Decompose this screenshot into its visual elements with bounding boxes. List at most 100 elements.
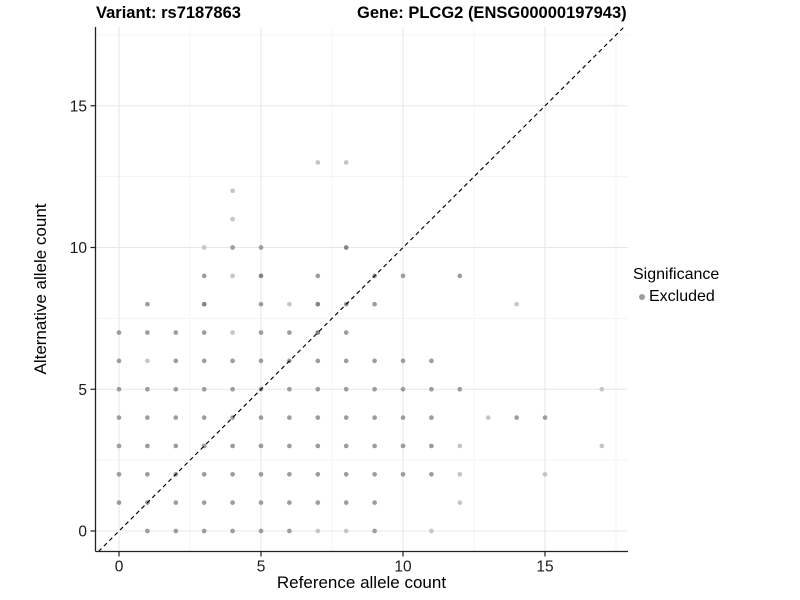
data-point <box>258 358 264 364</box>
data-point <box>315 273 321 279</box>
data-point <box>429 528 434 534</box>
data-point <box>400 471 406 477</box>
data-point <box>258 245 264 250</box>
data-point <box>315 415 321 420</box>
data-point <box>145 415 150 420</box>
data-point <box>287 330 292 335</box>
data-point <box>230 500 235 505</box>
data-point <box>173 443 179 449</box>
data-point <box>230 330 235 335</box>
y-tick-label: 0 <box>78 524 87 541</box>
gene-title: Gene: PLCG2 (ENSG00000197943) <box>357 4 627 22</box>
identity-line <box>98 26 625 552</box>
data-point <box>542 471 548 477</box>
data-point <box>287 301 292 307</box>
data-point <box>230 386 235 392</box>
data-point <box>372 415 377 420</box>
data-point <box>145 443 150 449</box>
data-point <box>287 443 292 449</box>
data-point <box>315 471 321 477</box>
data-point <box>343 330 349 335</box>
data-point <box>116 358 122 364</box>
data-point <box>343 528 349 534</box>
y-tick-label: 5 <box>78 382 87 399</box>
data-point <box>145 330 150 335</box>
data-point <box>343 386 349 392</box>
data-point <box>173 500 179 505</box>
data-point <box>599 386 605 392</box>
data-point <box>400 386 406 392</box>
data-point <box>116 471 122 477</box>
data-point <box>116 443 122 449</box>
data-point <box>343 471 349 477</box>
data-point <box>230 188 235 194</box>
x-tick-label: 0 <box>115 559 124 576</box>
data-point <box>372 443 377 449</box>
data-point <box>258 273 264 279</box>
data-point <box>457 386 463 392</box>
data-point <box>315 301 321 307</box>
data-point <box>429 386 434 392</box>
y-tick-label: 15 <box>70 98 87 115</box>
data-point <box>287 500 292 505</box>
data-point <box>116 500 122 505</box>
data-point <box>429 443 434 449</box>
data-point <box>429 471 434 477</box>
data-point <box>400 415 406 420</box>
data-point <box>230 273 235 279</box>
data-point <box>201 415 207 420</box>
data-point <box>201 273 207 279</box>
data-point <box>372 386 377 392</box>
data-point <box>457 443 463 449</box>
legend-item-label: Excluded <box>649 288 715 305</box>
data-point <box>343 358 349 364</box>
data-point <box>258 301 264 307</box>
data-point <box>343 245 349 250</box>
data-point <box>173 386 179 392</box>
data-point <box>116 330 122 335</box>
data-point <box>145 301 150 307</box>
data-point <box>173 415 179 420</box>
legend: Significance Excluded <box>633 266 719 306</box>
data-point <box>258 500 264 505</box>
data-point <box>429 358 434 364</box>
data-point <box>201 471 207 477</box>
data-point <box>258 415 264 420</box>
data-point <box>287 528 292 534</box>
data-point <box>372 500 377 505</box>
data-point <box>230 471 235 477</box>
data-point <box>201 500 207 505</box>
data-point <box>429 415 434 420</box>
data-point <box>230 245 235 250</box>
variant-title: Variant: rs7187863 <box>96 4 241 22</box>
excluded-point-icon <box>639 294 645 300</box>
data-point <box>230 216 235 222</box>
data-point <box>116 386 122 392</box>
data-point <box>201 301 207 307</box>
data-point <box>315 160 321 165</box>
data-point <box>343 500 349 505</box>
data-point <box>145 358 150 364</box>
data-point <box>315 500 321 505</box>
data-point <box>116 415 122 420</box>
data-point <box>400 273 406 279</box>
data-point <box>315 330 321 335</box>
data-point <box>514 301 519 307</box>
y-tick-label: 10 <box>70 240 88 257</box>
data-point <box>145 386 150 392</box>
data-point <box>173 330 179 335</box>
data-point <box>173 528 179 534</box>
data-point <box>258 443 264 449</box>
data-point <box>457 471 463 477</box>
data-point <box>343 443 349 449</box>
legend-title: Significance <box>633 266 720 283</box>
data-point <box>485 415 491 420</box>
data-point <box>201 528 207 534</box>
data-point <box>201 358 207 364</box>
data-point <box>372 528 377 534</box>
data-point <box>315 528 321 534</box>
data-point <box>343 415 349 420</box>
data-point <box>457 500 463 505</box>
data-point <box>230 443 235 449</box>
data-point <box>230 358 235 364</box>
